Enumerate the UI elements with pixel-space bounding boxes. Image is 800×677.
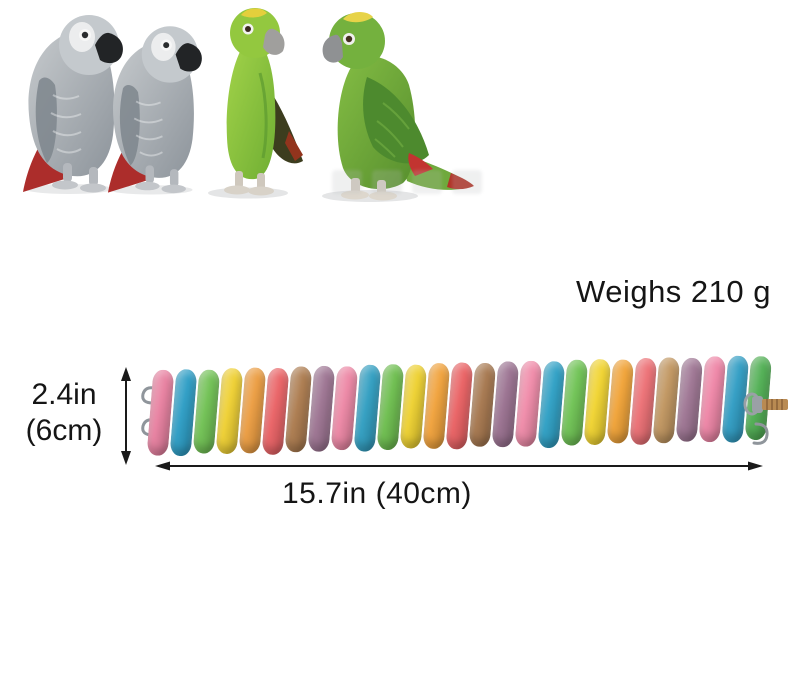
length-arrow [155, 461, 763, 471]
ladder-rung [445, 361, 474, 451]
ladder-rung [376, 363, 405, 451]
watermark [332, 170, 508, 202]
ladder-rung [169, 368, 198, 457]
ladder-rung [560, 358, 589, 447]
parrots-photo [5, 3, 485, 208]
weight-label: Weighs 210 g [576, 274, 771, 309]
ladder-rung [146, 369, 175, 457]
green-amazon-parrot-2 [322, 11, 474, 202]
ladder-rung [744, 355, 773, 441]
height-arrow [121, 367, 131, 465]
height-dimension-label: 2.4in (6cm) [8, 377, 120, 449]
ladder-rung [537, 360, 566, 449]
african-grey-parrot-1 [23, 15, 123, 194]
screw-and-wingnut-icon [743, 392, 788, 445]
ladder-rung [514, 360, 543, 448]
parrots-illustration [23, 8, 474, 202]
ladder-rung [652, 356, 681, 445]
ladder-rung [238, 366, 267, 455]
length-dimension-label: 15.7in (40cm) [282, 477, 472, 510]
ladder-rung [261, 367, 290, 456]
ladder-rung [675, 357, 704, 443]
ladder-rung [399, 363, 428, 450]
height-inches-text: 2.4in [31, 378, 97, 411]
ladder-rung [606, 358, 635, 445]
ladder-rung [215, 367, 244, 455]
ladder-rung [330, 365, 359, 451]
ladder-rung [307, 365, 336, 453]
ladder-rung [583, 358, 612, 446]
ladder-rung [353, 363, 382, 453]
ladder-rung [698, 355, 727, 443]
ladder-rung [629, 357, 658, 446]
ladder-rung [721, 354, 750, 444]
ladder-rung [491, 360, 520, 449]
ladder-rung [468, 362, 497, 448]
ladder-rung [192, 368, 221, 455]
ladder-rung [422, 362, 451, 450]
height-cm-text: (6cm) [25, 414, 103, 447]
ladder-rung [284, 365, 313, 454]
green-amazon-parrot-1 [208, 8, 303, 199]
ladder-rungs [146, 354, 773, 458]
